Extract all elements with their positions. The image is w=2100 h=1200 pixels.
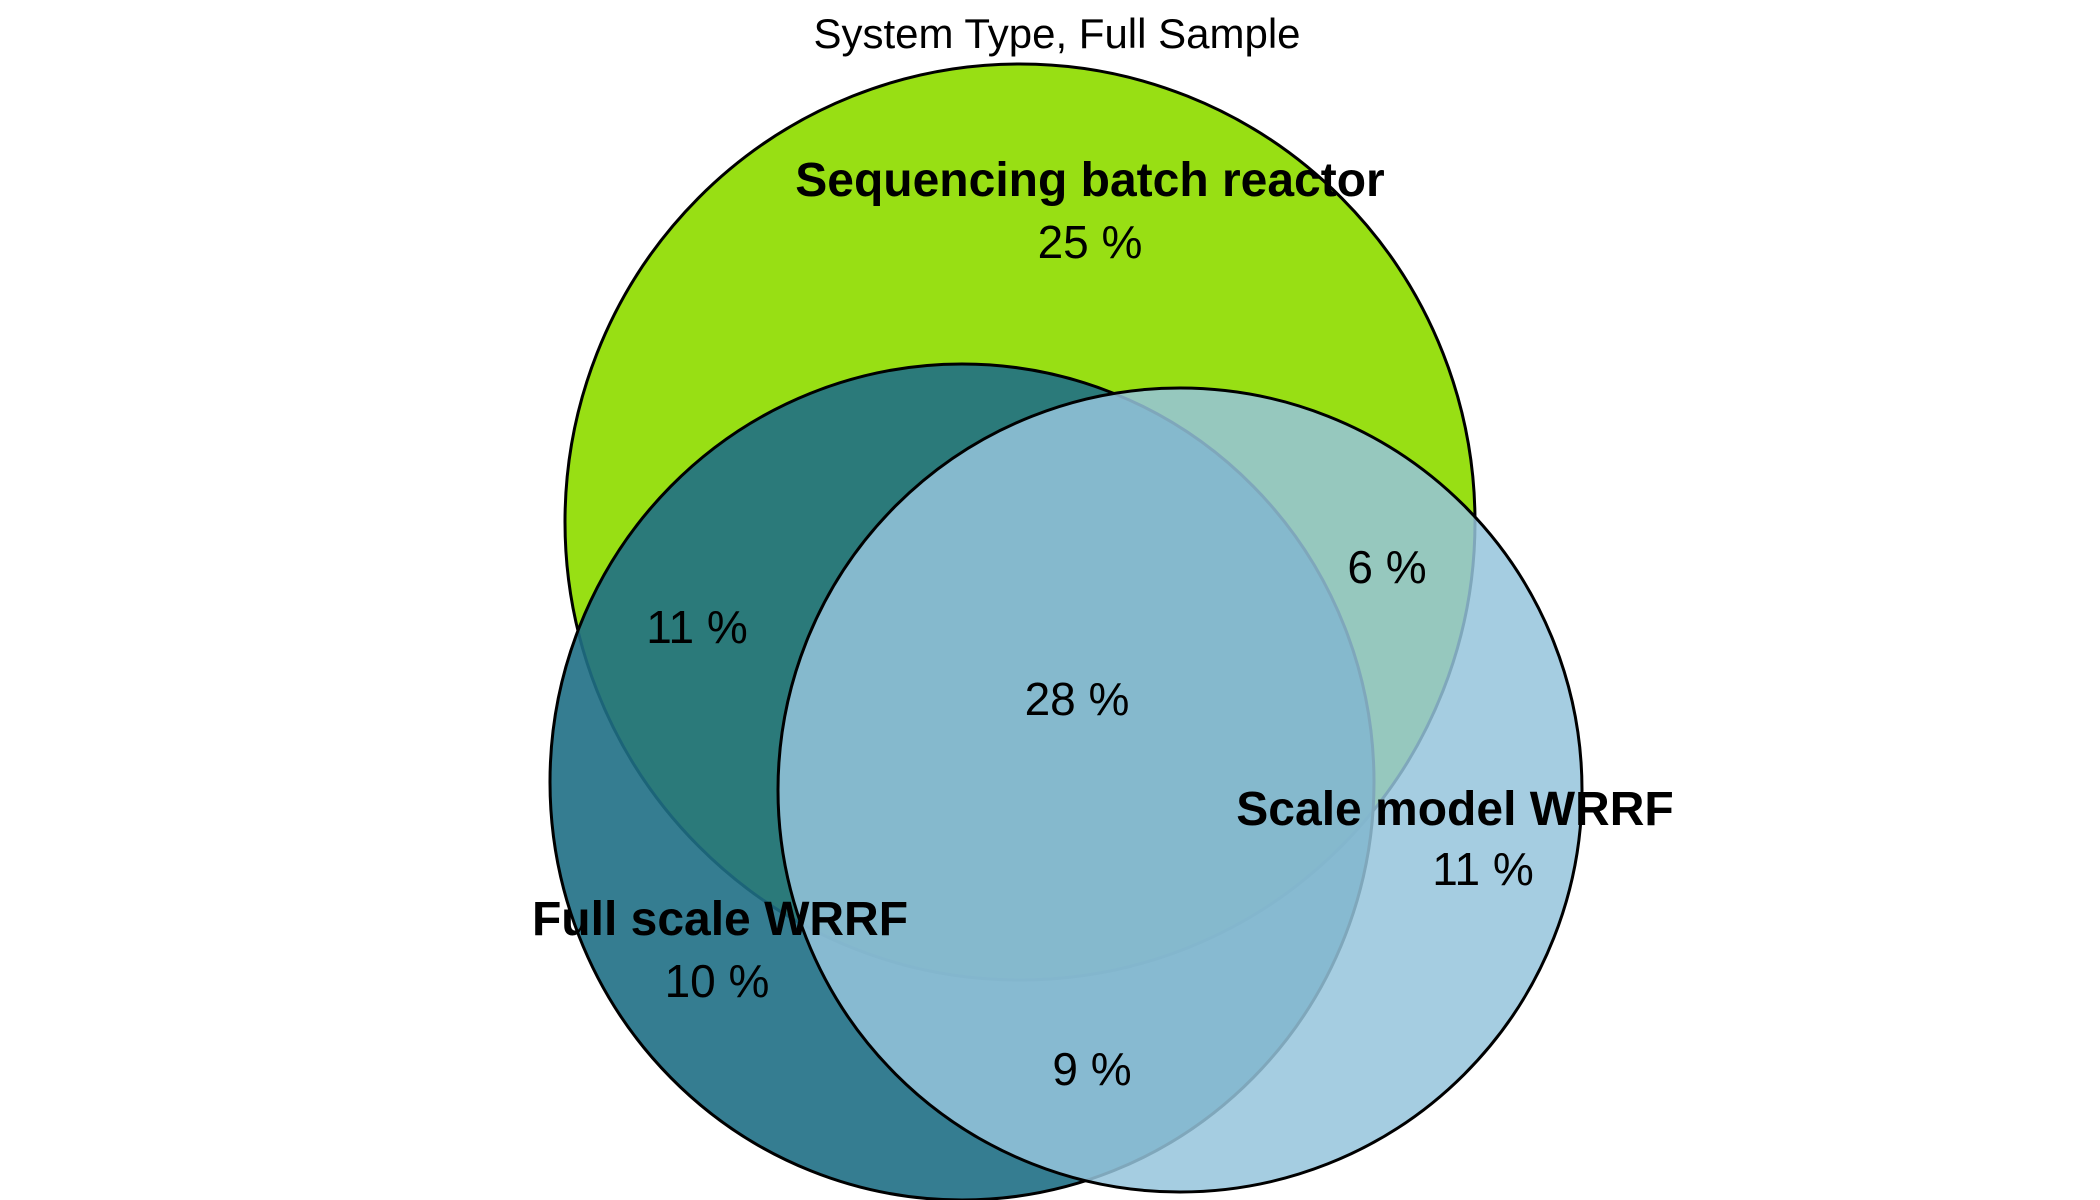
region-all-three: 28 % — [1025, 673, 1130, 725]
set-label-sequencing-batch-reactor: Sequencing batch reactor — [795, 154, 1384, 207]
set-label-scale-model-wrrf: Scale model WRRF — [1236, 783, 1673, 836]
region-sbr-full: 11 % — [646, 601, 747, 653]
region-scale-only: 11 % — [1432, 843, 1533, 895]
region-full-only: 10 % — [665, 955, 770, 1007]
circle-scale-model-wrrf — [776, 386, 1584, 1194]
set-label-full-scale-wrrf: Full scale WRRF — [532, 893, 908, 946]
region-sbr-only: 25 % — [1038, 216, 1143, 268]
diagram-title: System Type, Full Sample — [813, 10, 1300, 57]
region-full-scale: 9 % — [1052, 1043, 1131, 1095]
region-sbr-scale: 6 % — [1347, 541, 1426, 593]
